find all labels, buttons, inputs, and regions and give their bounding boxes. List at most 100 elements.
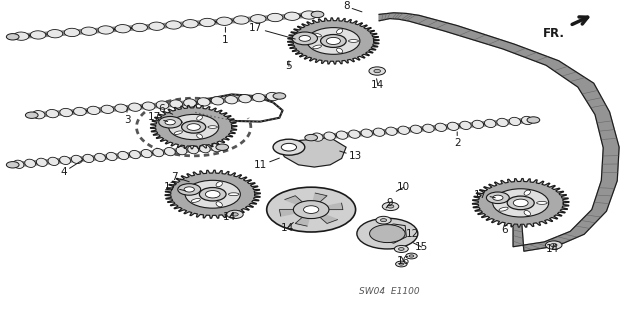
Polygon shape: [311, 203, 343, 210]
Polygon shape: [150, 105, 237, 149]
Ellipse shape: [129, 103, 141, 111]
Ellipse shape: [81, 27, 97, 35]
Ellipse shape: [312, 45, 321, 49]
Ellipse shape: [25, 159, 36, 167]
Circle shape: [273, 139, 305, 155]
Circle shape: [227, 210, 243, 219]
Circle shape: [187, 124, 200, 130]
Ellipse shape: [48, 29, 63, 38]
Circle shape: [374, 69, 380, 73]
Ellipse shape: [349, 130, 360, 138]
Circle shape: [292, 32, 318, 45]
Ellipse shape: [499, 195, 508, 198]
Ellipse shape: [60, 156, 70, 164]
Circle shape: [184, 187, 194, 192]
Text: 7: 7: [171, 172, 189, 182]
Text: 5: 5: [286, 61, 292, 71]
Text: 14: 14: [546, 244, 559, 254]
Circle shape: [304, 206, 319, 213]
Text: 10: 10: [396, 182, 410, 192]
Circle shape: [396, 261, 407, 267]
Text: 8: 8: [343, 1, 362, 12]
Ellipse shape: [211, 97, 224, 105]
Circle shape: [307, 28, 360, 54]
Circle shape: [545, 241, 562, 249]
Text: 6: 6: [502, 225, 512, 235]
Ellipse shape: [208, 126, 217, 128]
Text: 14: 14: [281, 222, 294, 233]
Ellipse shape: [115, 104, 128, 112]
Circle shape: [321, 35, 346, 47]
Ellipse shape: [197, 116, 203, 120]
Polygon shape: [379, 13, 619, 251]
Circle shape: [326, 37, 340, 44]
Ellipse shape: [284, 12, 300, 20]
Circle shape: [293, 201, 329, 219]
Polygon shape: [165, 170, 260, 218]
Circle shape: [267, 187, 356, 232]
Ellipse shape: [267, 13, 283, 22]
Ellipse shape: [200, 18, 215, 27]
Ellipse shape: [170, 100, 182, 108]
Circle shape: [394, 245, 408, 252]
Circle shape: [305, 134, 318, 141]
Ellipse shape: [211, 144, 222, 152]
Ellipse shape: [460, 121, 471, 130]
Ellipse shape: [166, 21, 181, 29]
Ellipse shape: [74, 107, 86, 116]
Ellipse shape: [398, 126, 410, 134]
Polygon shape: [288, 18, 379, 64]
Circle shape: [205, 190, 220, 198]
Ellipse shape: [106, 152, 117, 161]
Polygon shape: [285, 196, 311, 210]
Ellipse shape: [216, 202, 222, 207]
Ellipse shape: [132, 23, 147, 32]
Ellipse shape: [216, 182, 222, 187]
Circle shape: [25, 112, 38, 118]
Text: FR.: FR.: [543, 27, 565, 40]
Circle shape: [6, 34, 19, 40]
Circle shape: [406, 253, 417, 259]
Polygon shape: [279, 210, 311, 216]
Circle shape: [185, 180, 241, 208]
Ellipse shape: [229, 193, 239, 196]
Ellipse shape: [197, 134, 203, 139]
Ellipse shape: [337, 131, 348, 139]
Ellipse shape: [485, 119, 496, 128]
Ellipse shape: [183, 20, 198, 28]
Ellipse shape: [176, 147, 187, 155]
Ellipse shape: [199, 145, 210, 153]
Ellipse shape: [234, 16, 249, 24]
Circle shape: [299, 36, 311, 41]
Ellipse shape: [118, 151, 129, 160]
Ellipse shape: [472, 120, 483, 129]
Text: 17: 17: [474, 189, 495, 200]
Ellipse shape: [174, 120, 182, 123]
Ellipse shape: [156, 101, 169, 109]
Polygon shape: [311, 210, 337, 223]
Polygon shape: [279, 138, 346, 167]
Ellipse shape: [499, 207, 508, 211]
Circle shape: [527, 117, 540, 123]
Ellipse shape: [88, 106, 100, 115]
Polygon shape: [311, 193, 327, 210]
Ellipse shape: [361, 129, 372, 137]
Text: 11: 11: [254, 158, 279, 171]
Ellipse shape: [13, 32, 29, 40]
Ellipse shape: [48, 157, 59, 165]
Ellipse shape: [32, 110, 45, 119]
Ellipse shape: [217, 17, 232, 25]
Circle shape: [159, 116, 182, 128]
Ellipse shape: [141, 149, 152, 158]
Ellipse shape: [302, 11, 317, 19]
Ellipse shape: [373, 128, 385, 136]
Circle shape: [493, 195, 503, 200]
Ellipse shape: [164, 148, 175, 156]
Circle shape: [169, 115, 218, 140]
Ellipse shape: [130, 150, 140, 159]
Circle shape: [399, 263, 404, 265]
Circle shape: [182, 121, 206, 133]
Ellipse shape: [524, 190, 530, 195]
Ellipse shape: [239, 94, 251, 103]
Circle shape: [507, 196, 534, 210]
